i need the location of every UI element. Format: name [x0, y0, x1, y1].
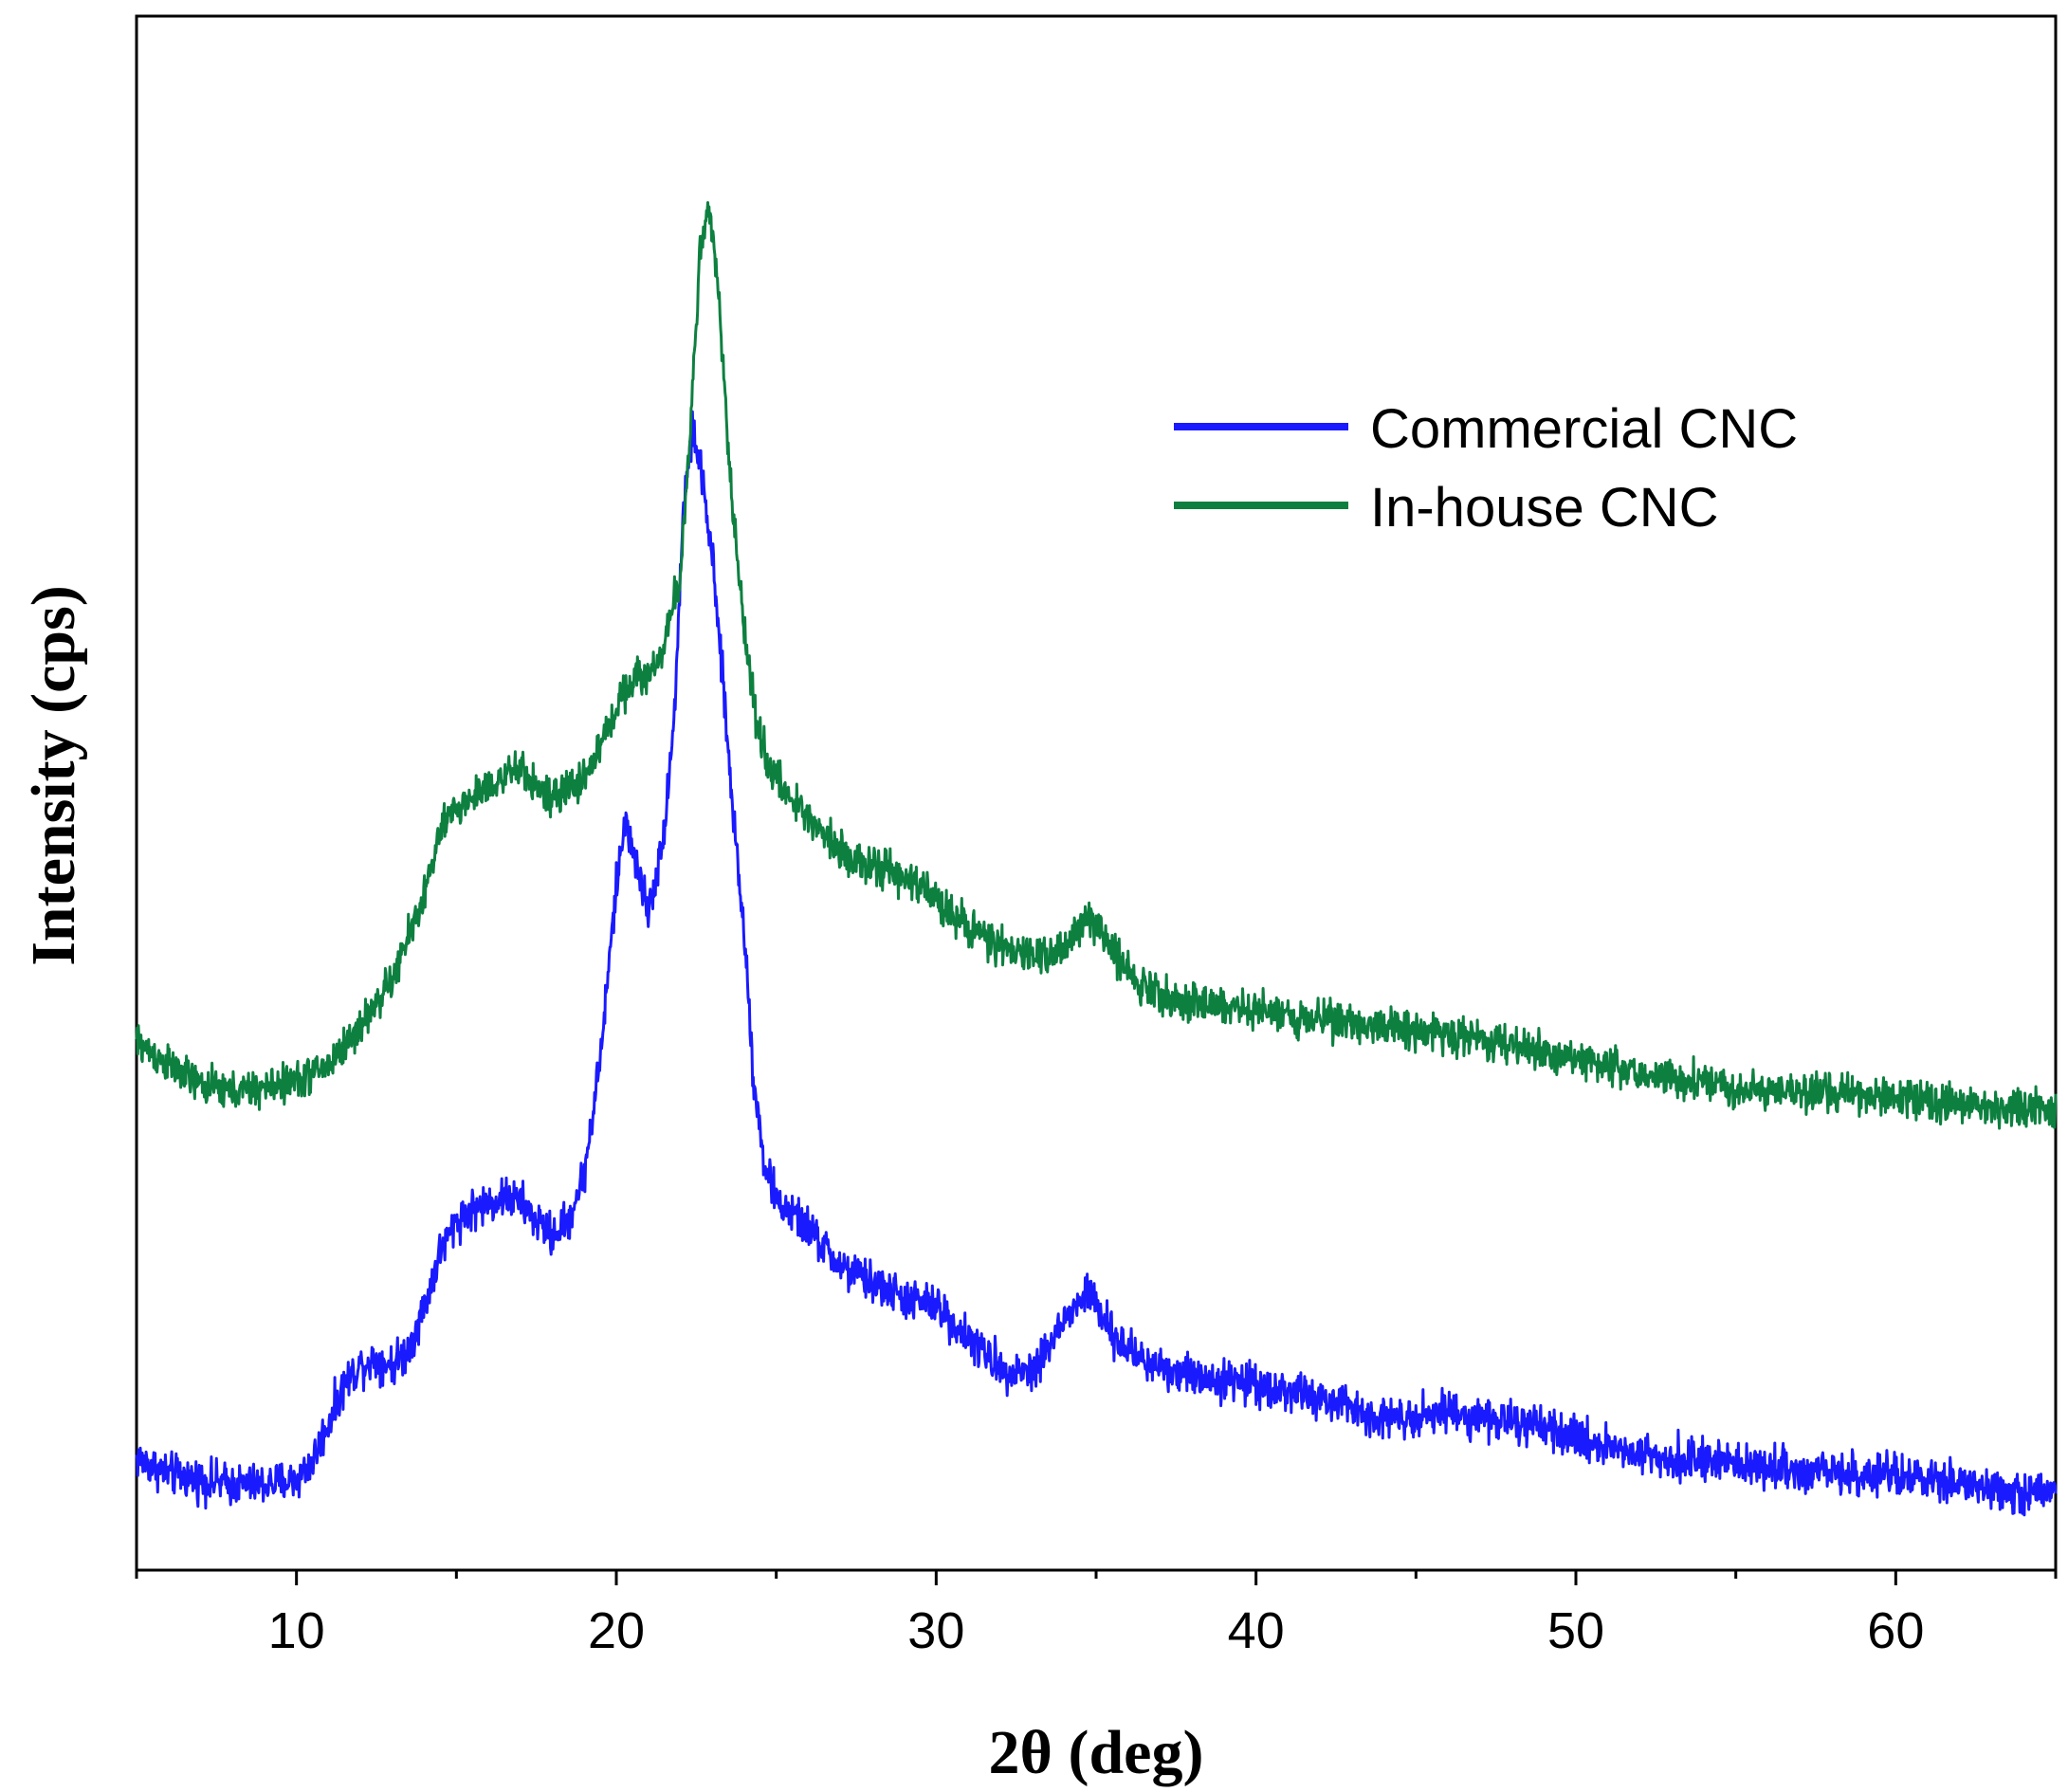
x-tick-label-60: 60: [1867, 1602, 1924, 1659]
x-tick-label-10: 10: [268, 1602, 325, 1659]
x-tick-label-50: 50: [1547, 1602, 1604, 1659]
x-tick-label-30: 30: [907, 1602, 964, 1659]
series-line-commercial-cnc: [135, 410, 2058, 1517]
series-line-in-house-cnc: [135, 201, 2058, 1130]
series-layer: [135, 201, 2058, 1517]
x-axis-title: 2θ (deg): [989, 1718, 1204, 1787]
legend-label-in-house-cnc: In-house CNC: [1370, 477, 1718, 539]
legend: Commercial CNC In-house CNC: [1174, 398, 1798, 539]
x-tick-label-20: 20: [588, 1602, 645, 1659]
legend-label-commercial-cnc: Commercial CNC: [1370, 398, 1798, 460]
x-axis-tick-labels: 10 20 30 40 50 60: [268, 1602, 1925, 1659]
plot-frame: [135, 14, 2058, 1572]
x-axis-ticks: [135, 1570, 2058, 1585]
y-axis-title: Intensity (cps): [19, 585, 88, 966]
x-tick-label-40: 40: [1228, 1602, 1285, 1659]
